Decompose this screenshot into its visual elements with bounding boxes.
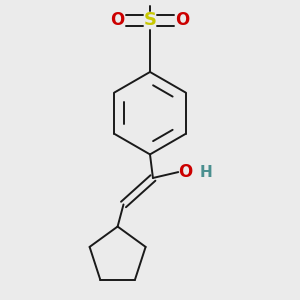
Text: S: S — [143, 11, 157, 29]
Text: O: O — [175, 11, 190, 29]
Text: O: O — [110, 11, 125, 29]
Text: O: O — [178, 163, 193, 181]
Text: H: H — [200, 165, 212, 180]
